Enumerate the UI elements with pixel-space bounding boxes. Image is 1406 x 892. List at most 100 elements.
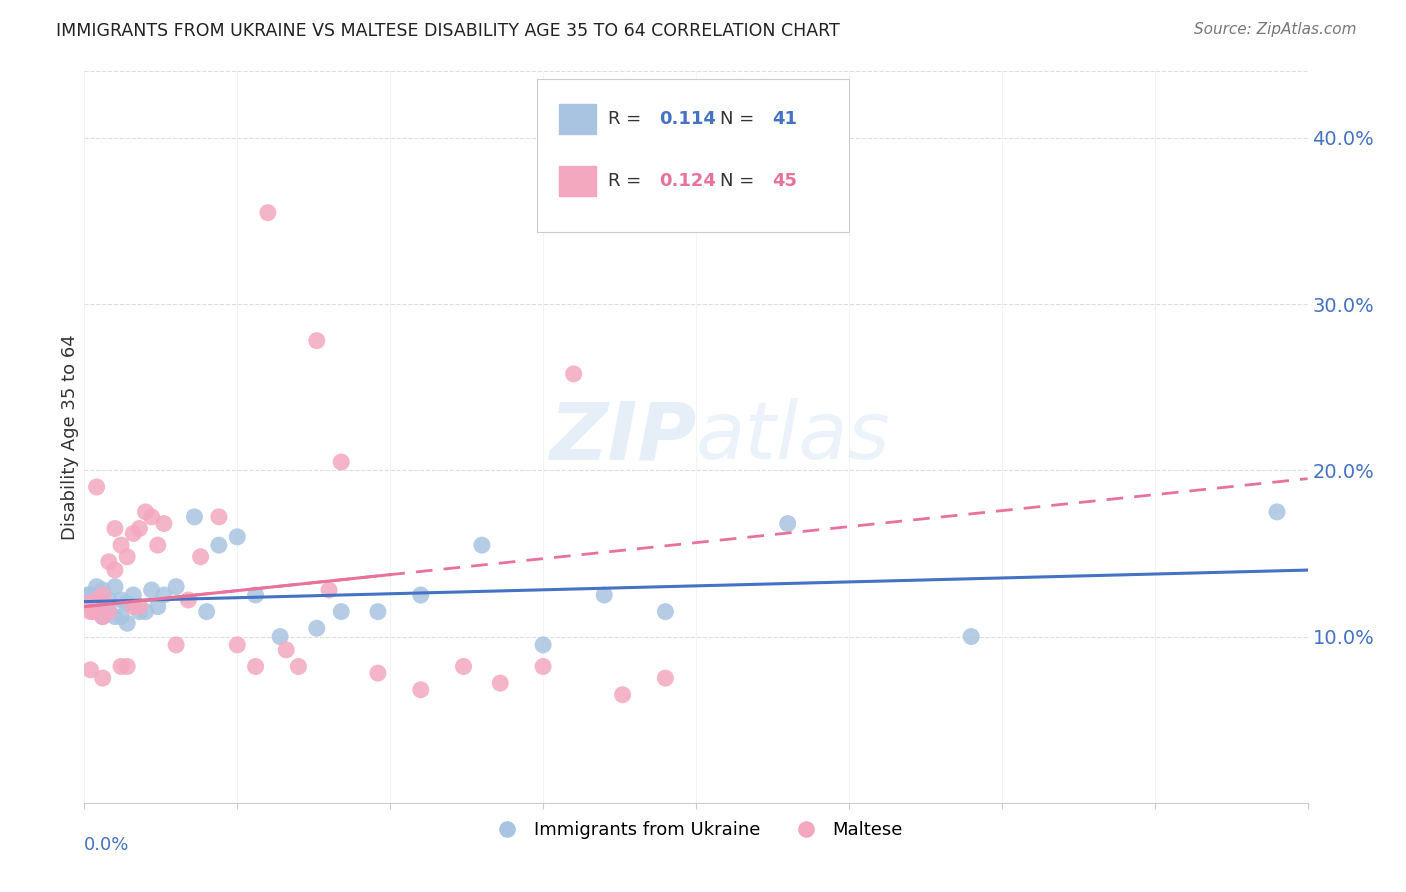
Point (367, 666, 389, 681)
Text: Source: ZipAtlas.com: Source: ZipAtlas.com (1194, 22, 1357, 37)
Point (245, 659, 267, 673)
Point (208, 509, 231, 524)
Text: N =: N = (720, 172, 761, 190)
Point (110, 593, 132, 607)
Text: 45: 45 (772, 172, 797, 190)
Text: 41: 41 (772, 110, 797, 128)
Point (110, 659, 132, 673)
Bar (560, 167, 596, 195)
Point (135, 605, 157, 619)
Text: ZIP: ZIP (548, 398, 696, 476)
Point (91, 671, 114, 685)
Point (471, 538, 494, 552)
Point (76, 596, 98, 610)
Point (190, 549, 212, 564)
Bar (560, 104, 596, 134)
Point (531, 659, 554, 673)
Point (91, 582, 114, 597)
Point (128, 605, 150, 619)
Point (177, 593, 200, 607)
Point (153, 588, 176, 602)
Point (91, 588, 114, 602)
Point (612, 688, 634, 702)
Point (330, 605, 353, 619)
Point (110, 538, 132, 552)
Point (165, 580, 187, 594)
Point (960, 630, 983, 644)
Point (562, 367, 585, 381)
Point (76, 588, 98, 602)
Point (122, 526, 145, 541)
Point (86, 599, 108, 614)
Point (183, 509, 205, 524)
Point (287, 659, 309, 673)
Text: 0.114: 0.114 (659, 110, 716, 128)
Point (91, 599, 114, 614)
Point (104, 609, 127, 624)
Point (104, 521, 127, 535)
Point (367, 605, 389, 619)
Point (146, 599, 169, 614)
Point (208, 538, 231, 552)
Point (115, 659, 138, 673)
Point (531, 638, 554, 652)
Point (122, 588, 145, 602)
FancyBboxPatch shape (537, 78, 849, 232)
Point (79, 588, 101, 602)
Point (104, 563, 127, 577)
Point (135, 505, 157, 519)
Point (195, 605, 218, 619)
Point (83, 593, 105, 607)
Point (276, 643, 298, 657)
Point (153, 516, 176, 531)
Text: R =: R = (607, 172, 647, 190)
Legend: Immigrants from Ukraine, Maltese: Immigrants from Ukraine, Maltese (482, 814, 910, 847)
Point (97, 605, 120, 619)
Point (305, 334, 328, 348)
Text: N =: N = (720, 110, 761, 128)
Point (654, 605, 676, 619)
Point (89, 588, 111, 602)
Point (226, 638, 249, 652)
Point (409, 588, 432, 602)
Point (86, 593, 108, 607)
Point (83, 605, 105, 619)
Point (115, 596, 138, 610)
Point (141, 582, 163, 597)
Point (115, 549, 138, 564)
Text: 0.124: 0.124 (659, 172, 716, 190)
Point (330, 455, 353, 469)
Point (128, 599, 150, 614)
Text: atlas: atlas (696, 398, 891, 476)
Point (91, 609, 114, 624)
Point (79, 663, 101, 677)
Point (318, 582, 340, 597)
Text: IMMIGRANTS FROM UKRAINE VS MALTESE DISABILITY AGE 35 TO 64 CORRELATION CHART: IMMIGRANTS FROM UKRAINE VS MALTESE DISAB… (56, 22, 839, 40)
Point (257, 205, 280, 219)
Y-axis label: Disability Age 35 to 64: Disability Age 35 to 64 (62, 334, 80, 540)
Point (776, 516, 799, 531)
Point (593, 588, 616, 602)
Point (146, 538, 169, 552)
Point (79, 605, 101, 619)
Text: 0.0%: 0.0% (84, 836, 129, 854)
Point (141, 509, 163, 524)
Point (226, 530, 249, 544)
Point (409, 682, 432, 697)
Point (115, 616, 138, 631)
Point (104, 580, 127, 594)
Point (97, 555, 120, 569)
Point (97, 605, 120, 619)
Point (165, 638, 187, 652)
Point (654, 671, 676, 685)
Point (453, 659, 475, 673)
Point (489, 676, 512, 690)
Point (110, 609, 132, 624)
Point (269, 630, 291, 644)
Point (305, 621, 328, 635)
Point (245, 588, 267, 602)
Point (86, 480, 108, 494)
Point (91, 609, 114, 624)
Point (128, 521, 150, 535)
Point (1265, 505, 1288, 519)
